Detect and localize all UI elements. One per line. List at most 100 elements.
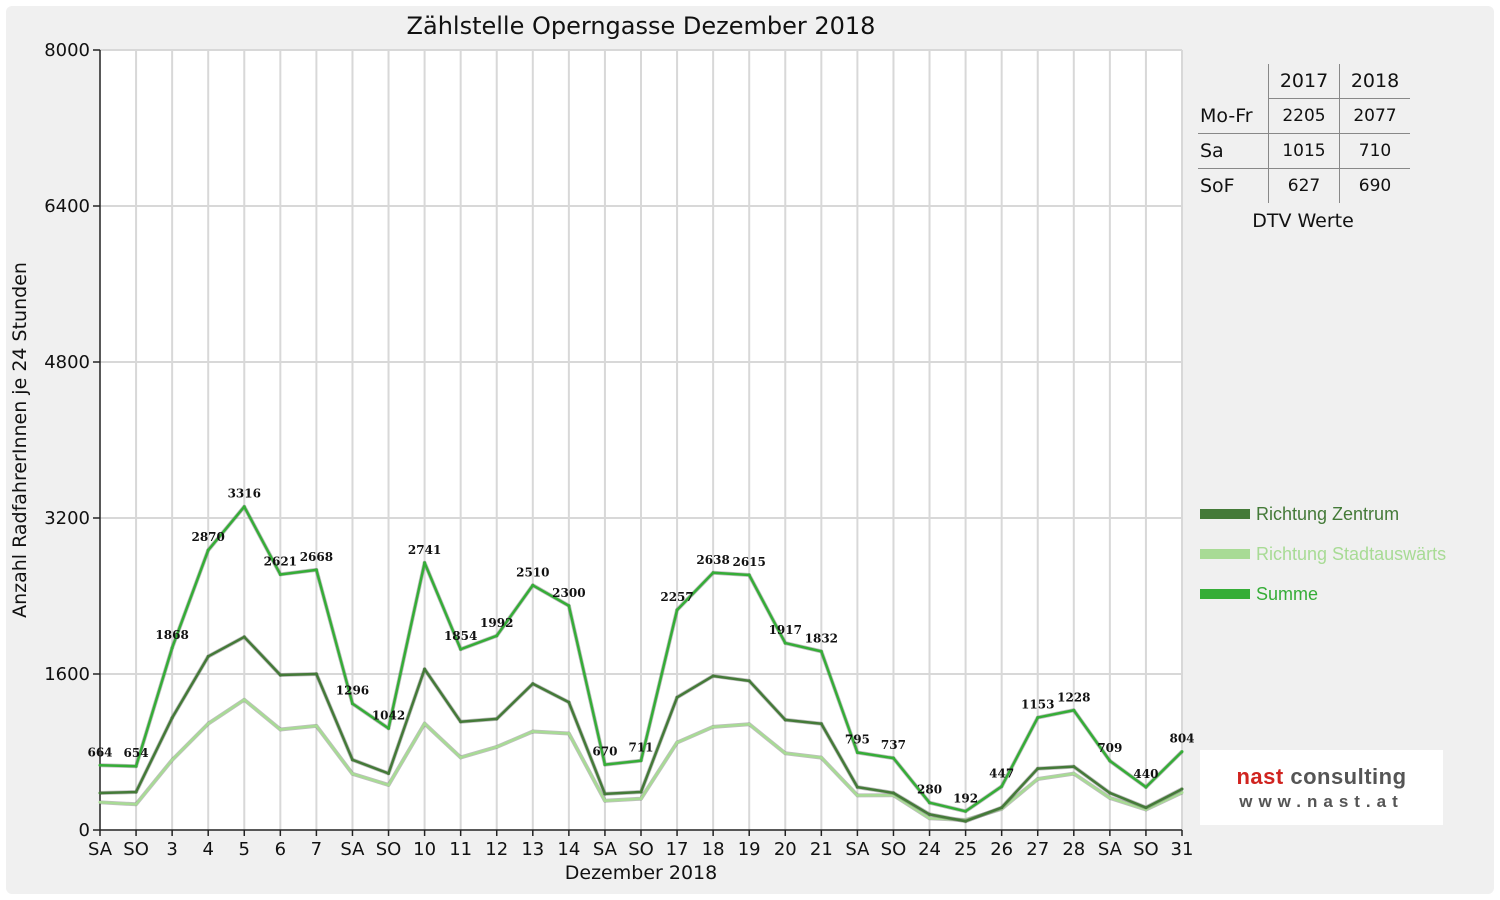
data-label: 2621 [264,554,297,568]
data-point [855,785,859,789]
data-label: 3316 [228,487,261,501]
y-tick-label: 3200 [44,508,90,529]
data-point [783,641,787,645]
data-point [819,722,823,726]
x-tick-label: 5 [239,839,250,860]
y-tick-label: 8000 [44,40,90,61]
data-point [819,649,823,653]
x-tick-label: SA [593,839,618,860]
data-label: 280 [917,783,942,797]
x-tick-label: 17 [666,839,689,860]
data-point [242,698,246,702]
data-label: 192 [953,791,978,805]
x-tick-label: SO [881,839,907,860]
data-label: 664 [87,745,112,759]
data-label: 2510 [516,565,549,579]
data-point [603,799,607,803]
data-point [423,667,427,671]
logo-name: nast consulting [1200,764,1443,790]
data-point [783,718,787,722]
dtv-header-2017: 2017 [1268,64,1340,99]
data-point [855,793,859,797]
dtv-header-row: 2017 2018 [1198,64,1410,99]
logo-url: www.nast.at [1239,792,1404,811]
data-point [1180,787,1184,791]
data-point [603,792,607,796]
data-label: 737 [881,738,906,752]
data-label: 1228 [1057,690,1090,704]
legend-label-zentrum: Richtung Zentrum [1256,503,1400,524]
data-point [98,800,102,804]
x-tick-label: SO [1133,839,1159,860]
x-tick-label: 12 [485,839,508,860]
dtv-row: SoF 627 690 [1198,168,1410,203]
chart-legend: Richtung Zentrum Richtung Stadtauswärts … [1200,494,1446,614]
data-label: 1917 [769,623,802,637]
chart-title: Zählstelle Operngasse Dezember 2018 [406,12,876,40]
data-label: 2741 [408,543,441,557]
data-label: 1854 [444,629,477,643]
legend-swatch-zentrum [1200,509,1250,519]
data-point [350,758,354,762]
data-point [531,583,535,587]
data-point [1072,708,1076,712]
data-point [1144,785,1148,789]
data-point [639,790,643,794]
x-tick-label: 14 [557,839,580,860]
x-tick-label: 4 [202,839,213,860]
data-point [567,604,571,608]
data-point [711,674,715,678]
data-point [1108,791,1112,795]
x-tick-label: SO [123,839,149,860]
data-label: 670 [592,745,617,759]
data-point [855,750,859,754]
legend-swatch-stadtauswaerts [1200,549,1250,559]
data-label: 1042 [372,708,405,722]
data-label: 2870 [191,530,224,544]
x-tick-label: 24 [918,839,941,860]
data-label: 711 [628,741,653,755]
data-point [206,722,210,726]
data-point [711,725,715,729]
y-tick-label: 1600 [44,664,90,685]
dtv-cell-2017: 627 [1268,168,1340,203]
data-point [1144,806,1148,810]
data-point [459,720,463,724]
data-label: 2638 [696,553,729,567]
logo-name-consulting: consulting [1290,764,1407,789]
y-tick-label: 6400 [44,196,90,217]
data-point [423,722,427,726]
dtv-row-label: Sa [1198,133,1269,169]
data-label: 804 [1169,732,1194,746]
dtv-cell-2018: 2077 [1339,98,1410,134]
data-point [1000,784,1004,788]
data-point [1180,791,1184,795]
x-tick-label: SO [628,839,654,860]
x-tick-label: 10 [413,839,436,860]
data-point [675,741,679,745]
dtv-row-label: Mo-Fr [1198,98,1269,134]
x-tick-label: 28 [1062,839,1085,860]
data-point [964,819,968,823]
data-point [1036,716,1040,720]
data-label: 2615 [732,555,765,569]
data-label: 440 [1133,767,1158,781]
x-tick-label: 7 [311,839,322,860]
data-point [1036,777,1040,781]
data-point [891,756,895,760]
data-point [350,702,354,706]
data-point [278,727,282,731]
data-point [314,672,318,676]
data-point [531,682,535,686]
x-tick-label: 27 [1026,839,1049,860]
data-point [1180,750,1184,754]
x-tick-label: 3 [166,839,177,860]
legend-item-summe: Summe [1200,574,1446,614]
x-tick-label: 13 [521,839,544,860]
x-tick-label: 11 [449,839,472,860]
data-point [278,572,282,576]
data-point [928,812,932,816]
x-tick-label: 21 [810,839,833,860]
data-label: 1296 [336,684,369,698]
x-axis-label: Dezember 2018 [564,862,718,884]
